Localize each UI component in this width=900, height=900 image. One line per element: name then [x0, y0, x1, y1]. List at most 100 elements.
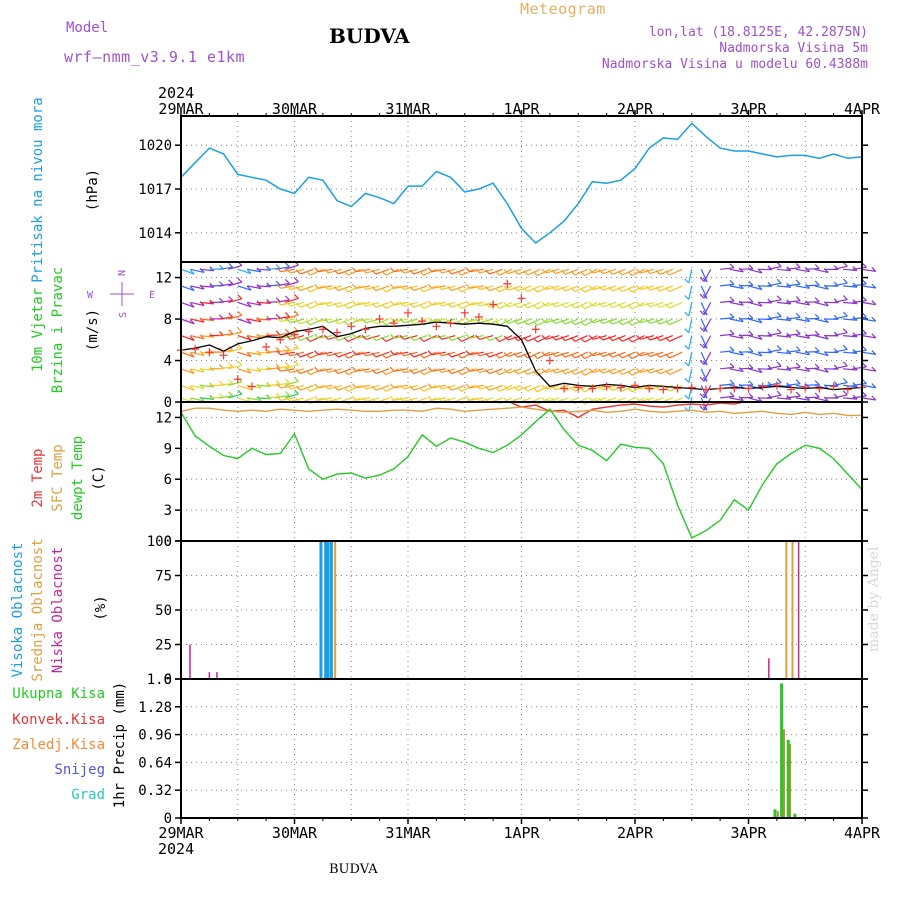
wind-gust-marker	[829, 382, 838, 391]
wind-barb	[669, 268, 683, 276]
wind-barb	[833, 365, 848, 370]
wind-barb	[748, 335, 763, 340]
wind-barb-tick	[776, 328, 782, 334]
wind-barb-tick	[738, 267, 744, 273]
wind-barb-tick	[293, 293, 299, 299]
wind-barb-tick	[399, 268, 405, 274]
wind-barb-tick	[655, 319, 661, 325]
cloud-low-bar	[797, 541, 800, 679]
precip-graupel-label: Grad	[71, 787, 105, 803]
wind-barb-tick	[513, 336, 519, 342]
wind-barb	[861, 268, 876, 272]
wind-gust-marker	[389, 319, 398, 328]
wind-barb-tick	[237, 389, 243, 395]
wind-barb-tick	[189, 302, 195, 308]
wind-barb-tick	[228, 379, 234, 384]
wind-barb	[347, 351, 361, 359]
wind-barb	[843, 335, 858, 338]
wind-barb-tick	[465, 395, 471, 401]
wind-barb	[237, 285, 252, 291]
wind-barb-tick	[276, 283, 282, 289]
wind-barb-tick	[246, 368, 252, 374]
wind-barb	[776, 301, 791, 305]
wind-barb-tick	[276, 383, 282, 389]
cloud-high-bar	[329, 541, 333, 679]
wind-barb	[833, 282, 848, 287]
wind-barb-tick	[560, 336, 566, 342]
wind-barb-tick	[795, 391, 801, 397]
precip-frozen-label: Zaledj.Kisa	[12, 737, 105, 753]
wind-barb-tick	[503, 368, 509, 374]
wind-barb	[814, 335, 829, 340]
wind-barb	[228, 265, 242, 270]
y-tick-label-precip: 0.32	[138, 783, 172, 799]
wind-barb-tick	[361, 301, 367, 307]
wind-barb-tick	[284, 328, 290, 334]
wind-barb	[461, 368, 475, 376]
wind-barb-tick	[598, 385, 604, 391]
wind-barb-tick	[361, 318, 367, 324]
wind-barb	[786, 283, 801, 287]
wind-barb	[537, 301, 551, 310]
wind-barb-tick	[861, 312, 867, 318]
wind-barb-tick	[861, 391, 867, 397]
wind-barb-tick	[795, 346, 801, 351]
wind-barb	[843, 397, 858, 400]
wind-barb-tick	[665, 370, 670, 375]
wind-barb-tick	[748, 264, 754, 270]
wind-barb	[767, 382, 782, 386]
wind-barb-tick	[560, 352, 566, 358]
wind-barb-tick	[503, 302, 509, 308]
wind-barb	[852, 382, 867, 386]
wind-barb-tick	[293, 277, 299, 283]
wind-gust-marker	[631, 381, 639, 390]
wind-barb	[720, 383, 735, 386]
wind-barb	[688, 302, 693, 317]
wind-barb-tick	[494, 370, 500, 376]
wind-barb	[852, 266, 867, 270]
wind-barb	[738, 317, 754, 320]
wind-barb-tick	[729, 263, 735, 269]
wind-barb-tick	[351, 366, 357, 372]
wind-barb-tick	[343, 270, 349, 276]
wind-barb-tick	[295, 385, 301, 391]
wind-barb-tick	[627, 387, 633, 393]
wind-barb	[237, 318, 252, 324]
wind-barb-tick	[598, 318, 604, 324]
wind-barb	[852, 366, 867, 370]
wind-barb-tick	[275, 264, 281, 269]
wind-barb	[805, 334, 820, 337]
wind-barb-tick	[842, 311, 848, 317]
wind-barb-tick	[523, 370, 529, 375]
wind-barb-tick	[655, 336, 661, 342]
wind-barb	[795, 318, 810, 323]
wind-barb	[385, 368, 399, 376]
wind-barb	[729, 335, 744, 339]
wind-barb-tick	[560, 303, 566, 308]
wind-barb	[256, 268, 271, 271]
wind-barb-tick	[246, 285, 252, 291]
wind-barb-tick	[551, 352, 556, 357]
wind-gust-marker	[673, 384, 682, 393]
precip-conv-label: Konvek.Kisa	[12, 712, 105, 728]
wind-barb	[738, 367, 754, 370]
wind-barb	[729, 268, 744, 273]
wind-barb-tick	[729, 313, 735, 319]
wind-barb	[700, 302, 708, 316]
wind-barb-tick	[371, 335, 377, 341]
wind-barb-tick	[333, 286, 339, 292]
wind-barb	[703, 368, 712, 382]
wind-barb-tick	[475, 351, 481, 357]
wind-barb-tick	[665, 287, 670, 292]
wind-barb-tick	[814, 297, 820, 303]
wind-barb-tick	[871, 383, 877, 389]
cloud-mid-bar	[785, 541, 788, 679]
wind-barb-tick	[684, 378, 690, 383]
wind-gust-marker	[418, 317, 427, 326]
wind-barb	[776, 268, 791, 272]
wind-barb	[284, 314, 299, 320]
wind-barb-tick	[570, 386, 576, 392]
wind-barb	[700, 318, 708, 332]
wind-barb-tick	[237, 360, 243, 366]
wind-barb-tick	[419, 287, 425, 293]
